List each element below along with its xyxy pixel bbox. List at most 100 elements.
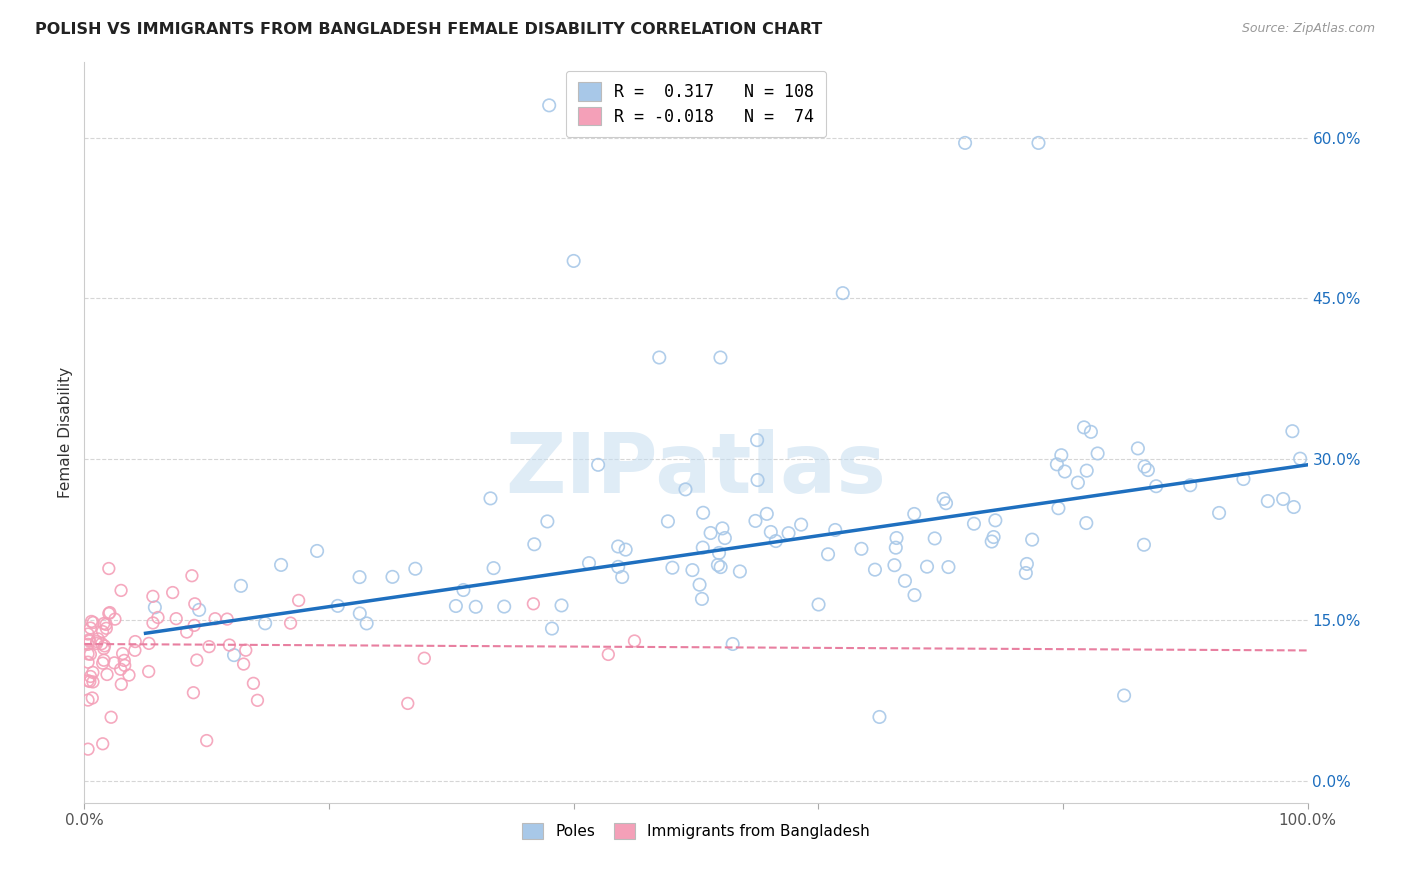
Point [709,351,731,365]
Point [707,558,730,572]
Point [607,540,630,554]
Point [87,632,110,646]
Point [91,624,114,639]
Point [86,636,108,650]
Point [77,742,100,756]
Point [1067,475,1090,490]
Point [983,530,1005,544]
Point [100,710,122,724]
Point [541,622,564,636]
Point [494,599,516,614]
Point [1232,472,1254,486]
Point [692,506,714,520]
Point [218,638,240,652]
Point [180,568,202,582]
Text: ZIPatlas: ZIPatlas [506,429,886,510]
Point [444,599,467,613]
Text: Source: ZipAtlas.com: Source: ZipAtlas.com [1241,22,1375,36]
Point [229,579,252,593]
Point [184,597,207,611]
Point [98,606,121,620]
Point [93,616,115,631]
Point [661,560,683,574]
Point [142,615,165,630]
Point [614,542,637,557]
Point [953,136,976,150]
Point [744,514,766,528]
Point [232,657,254,671]
Point [869,710,891,724]
Point [93,653,115,667]
Point [186,653,208,667]
Point [176,625,198,640]
Point [91,656,114,670]
Point [728,565,751,579]
Point [222,648,245,662]
Point [138,665,160,679]
Point [714,531,737,545]
Point [851,541,873,556]
Point [79,669,101,683]
Point [790,517,813,532]
Point [747,433,769,447]
Point [396,697,419,711]
Point [349,607,371,621]
Point [963,516,986,531]
Point [598,648,620,662]
Point [413,651,436,665]
Point [1076,464,1098,478]
Point [93,641,115,656]
Point [1114,689,1136,703]
Point [103,656,125,670]
Point [287,593,309,607]
Point [817,547,839,561]
Point [883,558,905,573]
Point [886,531,908,545]
Point [699,526,721,541]
Point [79,634,101,648]
Point [77,637,100,651]
Point [77,655,100,669]
Point [86,634,108,648]
Point [97,607,120,621]
Point [538,98,561,112]
Point [692,541,714,555]
Point [1050,448,1073,462]
Point [195,733,218,747]
Point [824,523,846,537]
Point [77,673,100,688]
Point [711,521,734,535]
Point [96,621,118,635]
Point [1015,557,1038,571]
Point [1272,491,1295,506]
Point [935,496,957,510]
Point [114,658,136,673]
Point [1133,459,1156,474]
Point [464,599,486,614]
Point [1047,501,1070,516]
Point [1281,424,1303,438]
Point [932,491,955,506]
Point [710,560,733,574]
Point [689,578,711,592]
Point [79,674,101,689]
Point [550,599,572,613]
Point [93,639,115,653]
Point [110,677,132,691]
Point [915,559,938,574]
Y-axis label: Female Disability: Female Disability [58,367,73,499]
Point [165,612,187,626]
Point [110,583,132,598]
Point [82,615,104,630]
Point [765,534,787,549]
Point [162,585,184,599]
Point [623,634,645,648]
Point [142,590,165,604]
Point [90,637,112,651]
Point [1053,465,1076,479]
Point [307,544,329,558]
Point [1087,446,1109,460]
Point [124,643,146,657]
Point [356,616,378,631]
Point [903,507,925,521]
